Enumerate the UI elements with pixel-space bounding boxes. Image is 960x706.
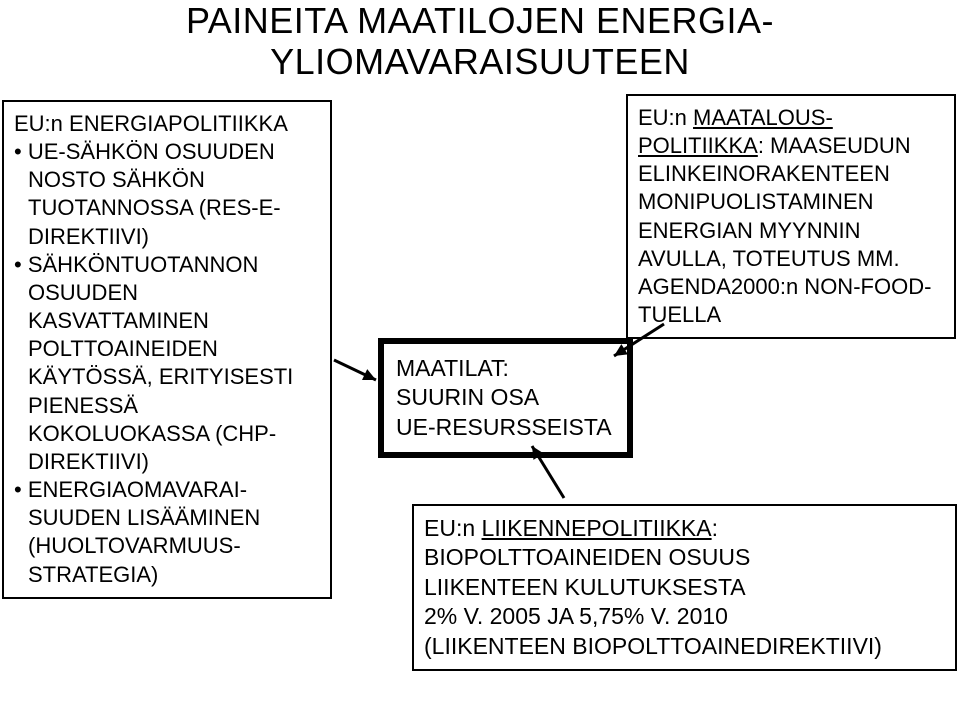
page-title: PAINEITA MAATILOJEN ENERGIA- YLIOMAVARAI… <box>0 0 960 83</box>
left-bullet: ENERGIAOMAVARAI-SUUDEN LISÄÄMINEN (HUOLT… <box>14 476 320 589</box>
box-farms: MAATILAT: SUURIN OSA UE-RESURSSEISTA <box>378 338 633 458</box>
box-transport-policy: EU:n LIIKENNEPOLITIIKKA: BIOPOLTTOAINEID… <box>412 504 957 671</box>
center-l2: SUURIN OSA <box>396 383 615 412</box>
left-bullet: UE-SÄHKÖN OSUUDEN NOSTO SÄHKÖN TUOTANNOS… <box>14 138 320 251</box>
title-line1: PAINEITA MAATILOJEN ENERGIA- <box>186 0 774 41</box>
left-bullet: SÄHKÖNTUOTANNON OSUUDEN KASVATTAMINEN PO… <box>14 251 320 476</box>
botr-rest1: : <box>712 515 718 541</box>
box-energy-policy: EU:n ENERGIAPOLITIIKKA UE-SÄHKÖN OSUUDEN… <box>2 100 332 599</box>
botr-pre: EU:n <box>424 515 482 541</box>
botr-l3: LIIKENTEEN KULUTUKSESTA <box>424 573 945 602</box>
botr-underlined: LIIKENNEPOLITIIKKA <box>482 515 712 541</box>
topr-pre: EU:n <box>638 105 693 130</box>
center-l1: MAATILAT: <box>396 354 615 383</box>
botr-l5: (LIIKENTEEN BIOPOLTTOAINEDIREKTIIVI) <box>424 632 945 661</box>
botr-l2: BIOPOLTTOAINEIDEN OSUUS <box>424 543 945 572</box>
left-bullets: UE-SÄHKÖN OSUUDEN NOSTO SÄHKÖN TUOTANNOS… <box>14 138 320 589</box>
center-l3: UE-RESURSSEISTA <box>396 413 615 442</box>
botr-line1: EU:n LIIKENNEPOLITIIKKA: <box>424 514 945 543</box>
left-heading: EU:n ENERGIAPOLITIIKKA <box>14 110 320 138</box>
topr-rest: : MAASEUDUN ELINKEINORAKENTEEN MONIPUOLI… <box>638 133 931 327</box>
botr-l4: 2% V. 2005 JA 5,75% V. 2010 <box>424 602 945 631</box>
title-line2: YLIOMAVARAISUUTEEN <box>270 41 690 82</box>
box-agri-policy: EU:n MAATALOUS-POLITIIKKA: MAASEUDUN ELI… <box>626 94 956 339</box>
